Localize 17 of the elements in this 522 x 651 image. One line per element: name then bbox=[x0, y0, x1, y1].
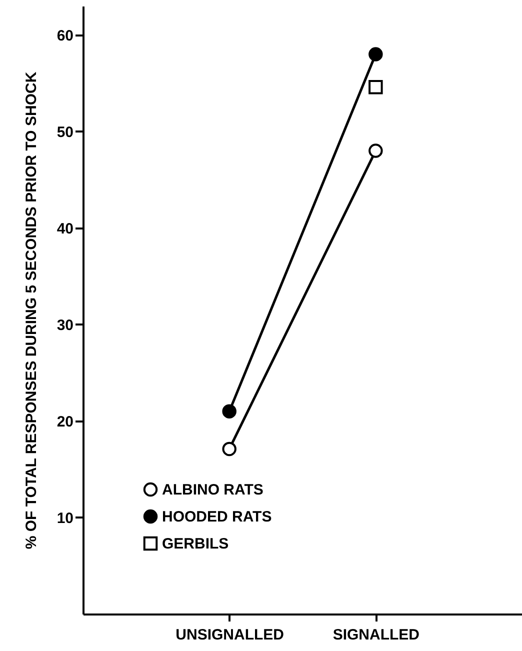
y-tick-label: 50 bbox=[56, 124, 74, 141]
y-axis-title: % OF TOTAL RESPONSES DURING 5 SECONDS PRIOR TO SHOCK bbox=[22, 72, 40, 550]
legend-label: HOODED RATS bbox=[162, 508, 272, 526]
point bbox=[222, 442, 236, 456]
y-tick-label: 30 bbox=[56, 316, 74, 334]
point bbox=[368, 144, 383, 158]
point bbox=[222, 404, 236, 418]
legend-label: ALBINO RATS bbox=[162, 482, 264, 498]
x-tick-label: SIGNALLED bbox=[332, 626, 420, 644]
point bbox=[368, 80, 383, 94]
point bbox=[368, 47, 383, 62]
y-tick-label: 10 bbox=[56, 510, 74, 527]
x-tick-label: UNSIGNALLED bbox=[176, 626, 284, 644]
y-tick-label: 40 bbox=[56, 220, 74, 238]
legend-label: GERBILS bbox=[162, 536, 229, 552]
y-tick-label: 60 bbox=[56, 27, 74, 44]
y-tick-label: 20 bbox=[56, 413, 74, 430]
